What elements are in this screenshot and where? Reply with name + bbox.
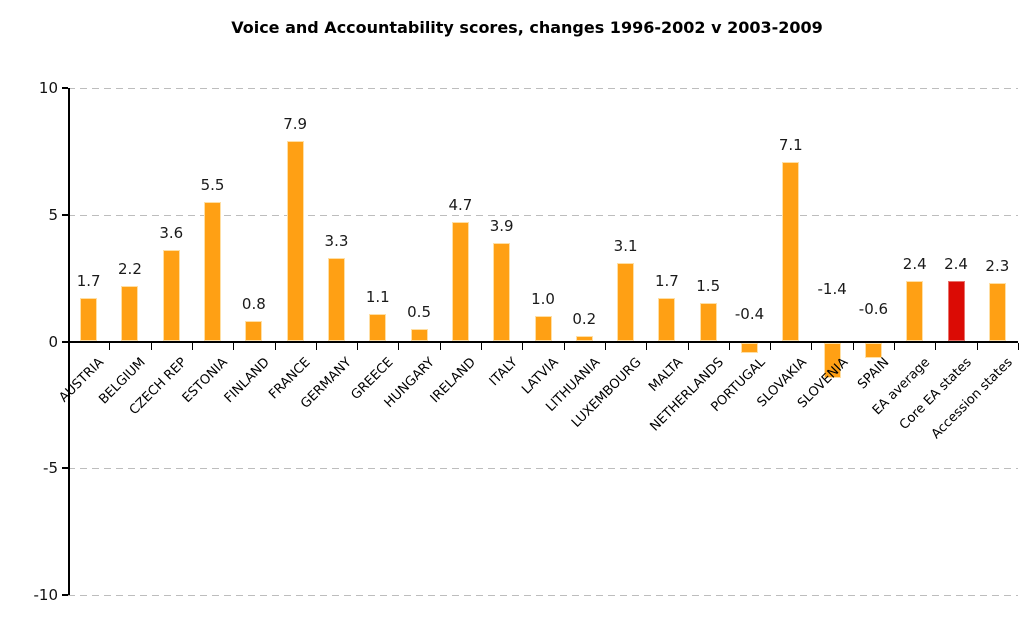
bar-value-label: 0.5 bbox=[407, 302, 431, 321]
bar-value-label: 7.9 bbox=[283, 115, 308, 134]
y-axis-label: 5 bbox=[48, 205, 58, 224]
bar-value-label: 3.1 bbox=[613, 236, 638, 255]
gridline-10 bbox=[68, 88, 1018, 89]
bar-value-label: 1.0 bbox=[531, 290, 555, 309]
x-axis-tick bbox=[439, 342, 441, 350]
x-axis-tick bbox=[687, 342, 689, 350]
bar-italy bbox=[493, 242, 511, 342]
bar-germany bbox=[327, 257, 345, 342]
bar-belgium bbox=[121, 285, 139, 342]
bar-core-ea-states bbox=[947, 280, 965, 342]
y-axis-tick bbox=[62, 467, 68, 470]
bar-slovakia bbox=[782, 161, 800, 342]
bar-value-label: 3.9 bbox=[489, 216, 514, 235]
y-axis-label: 10 bbox=[38, 79, 58, 97]
bar-ireland bbox=[451, 222, 469, 342]
x-axis-tick bbox=[604, 342, 606, 350]
x-axis-tick bbox=[770, 342, 772, 350]
bar-value-label: 4.7 bbox=[448, 196, 473, 215]
bar-portugal bbox=[741, 342, 759, 353]
bar-finland bbox=[245, 321, 263, 342]
x-axis-tick bbox=[274, 342, 276, 350]
x-axis-tick bbox=[481, 342, 483, 350]
bar-value-label: -0.6 bbox=[858, 300, 889, 319]
bar-value-label: 3.6 bbox=[159, 224, 184, 243]
bar-value-label: 2.4 bbox=[944, 254, 968, 273]
category-label: SPAIN bbox=[854, 354, 893, 392]
x-axis-tick bbox=[894, 342, 896, 350]
bar-hungary bbox=[410, 328, 428, 342]
y-axis-tick bbox=[62, 594, 68, 596]
bar-value-label: -1.4 bbox=[817, 280, 847, 298]
bar-value-label: 1.1 bbox=[365, 287, 390, 306]
bar-value-label: 2.3 bbox=[985, 257, 1010, 276]
bar-value-label: 1.7 bbox=[654, 272, 679, 291]
bar-czech-rep bbox=[162, 250, 180, 342]
category-label: ITALY bbox=[486, 354, 521, 389]
y-axis-tick bbox=[62, 340, 68, 343]
bar-value-label: 7.1 bbox=[778, 135, 803, 154]
bar-value-label: 2.4 bbox=[902, 254, 927, 273]
bar-greece bbox=[369, 313, 387, 342]
chart-title: Voice and Accountability scores, changes… bbox=[231, 18, 823, 37]
category-label: MALTA bbox=[645, 354, 686, 395]
x-axis-tick bbox=[150, 342, 152, 350]
bar-spain bbox=[864, 342, 882, 358]
bar-value-label: 3.3 bbox=[324, 231, 349, 250]
y-axis-tick bbox=[62, 87, 68, 89]
bar-luxembourg bbox=[617, 262, 635, 342]
x-axis-tick bbox=[398, 342, 400, 350]
x-axis-tick bbox=[1018, 342, 1019, 350]
y-axis-tick bbox=[62, 213, 68, 216]
x-axis-tick bbox=[976, 342, 978, 350]
x-axis-tick bbox=[852, 342, 854, 350]
bar-value-label: 0.8 bbox=[241, 295, 266, 314]
y-axis-label: -10 bbox=[33, 586, 59, 604]
bar-value-label: 5.5 bbox=[200, 176, 225, 195]
x-axis-tick bbox=[191, 342, 193, 350]
x-axis-tick bbox=[233, 342, 235, 350]
gridline--5 bbox=[68, 468, 1018, 470]
plot-area: 10 5 0 -5 -10 1.7 AUSTRIA 2.2 BELGIUM 3.6 CZECH RE… bbox=[34, 79, 1019, 604]
bar-netherlands bbox=[699, 303, 717, 342]
bar-value-label: 1.5 bbox=[696, 277, 721, 296]
x-axis-tick bbox=[935, 342, 937, 350]
x-axis-tick bbox=[357, 342, 359, 350]
x-axis bbox=[68, 340, 1018, 343]
bar-france bbox=[286, 141, 304, 342]
y-axis-label: 0 bbox=[48, 332, 58, 351]
category-label: Core EA states bbox=[896, 354, 975, 433]
x-axis-tick bbox=[811, 342, 813, 350]
y-axis-label: -5 bbox=[43, 459, 58, 478]
bar-slovenia bbox=[823, 342, 841, 378]
x-axis-tick bbox=[563, 342, 565, 350]
x-axis-tick bbox=[728, 342, 730, 350]
gridline-5 bbox=[68, 214, 1018, 216]
category-label: IRELAND bbox=[427, 354, 480, 406]
x-axis-tick bbox=[109, 342, 111, 350]
gridline--10 bbox=[68, 595, 1018, 596]
category-label: NETHERLANDS bbox=[647, 354, 727, 434]
x-axis-tick bbox=[68, 342, 69, 350]
category-label: FINLAND bbox=[221, 354, 273, 406]
x-axis-tick bbox=[315, 342, 317, 350]
bar-value-label: 2.2 bbox=[118, 259, 142, 278]
bar-austria bbox=[80, 298, 98, 342]
bar-lithuania bbox=[575, 336, 593, 342]
bar-malta bbox=[658, 298, 676, 342]
bar-value-label: 0.2 bbox=[572, 310, 597, 329]
bar-value-label: -0.4 bbox=[734, 305, 765, 324]
bar-accession-states bbox=[988, 283, 1006, 342]
x-axis-tick bbox=[522, 342, 524, 350]
bar-latvia bbox=[534, 316, 552, 342]
x-axis-tick bbox=[646, 342, 648, 350]
bar-estonia bbox=[204, 202, 222, 342]
bar-ea-average bbox=[906, 280, 924, 342]
bar-value-label: 1.7 bbox=[76, 272, 101, 291]
